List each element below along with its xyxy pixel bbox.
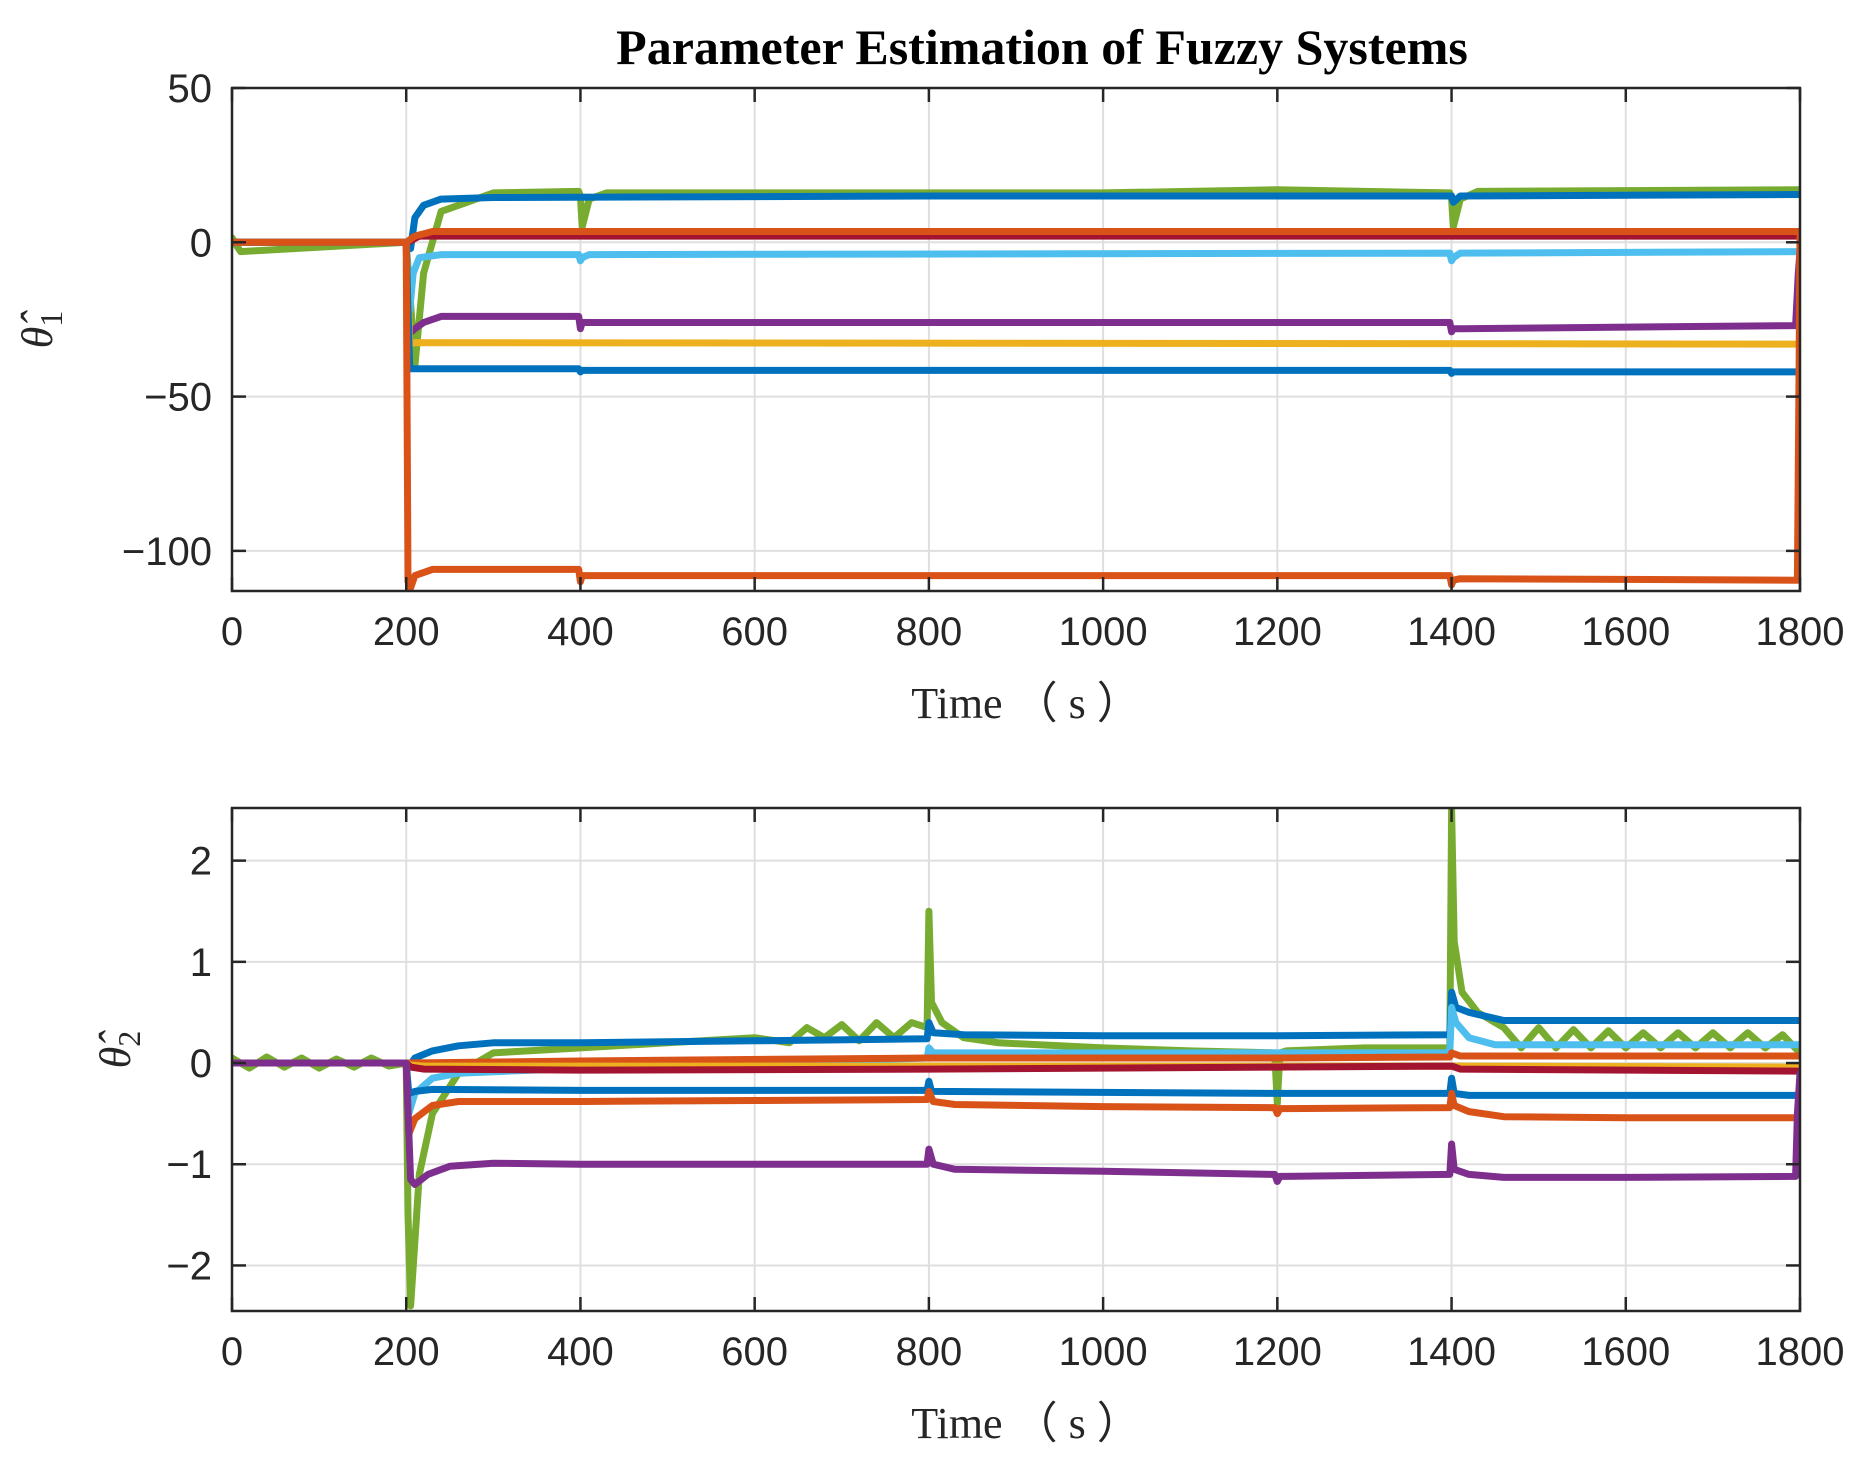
series-orange-low-line (232, 1059, 1800, 1138)
y-tick-label: 50 (168, 67, 213, 111)
x-tick-label: 800 (896, 1330, 963, 1374)
series-group (232, 186, 1800, 591)
series-orange-low-line (232, 229, 1800, 591)
y-tick-label: 0 (190, 1042, 212, 1086)
axes-frame (230, 806, 1802, 1313)
x-tick-label: 1200 (1233, 1330, 1322, 1374)
chart-title: Parameter Estimation of Fuzzy Systems (616, 19, 1468, 75)
x-tick-label: 1400 (1407, 1330, 1496, 1374)
x-tick-label: 1400 (1407, 610, 1496, 654)
x-axis-label: Time （ s ） (911, 1399, 1140, 1448)
y-tick-label: 2 (190, 840, 212, 884)
series-purple-line (232, 1059, 1800, 1188)
x-tick-label: 1000 (1059, 1330, 1148, 1374)
x-tick-label: 1200 (1233, 610, 1322, 654)
series-blue-top-line (232, 988, 1800, 1072)
x-tick-label: 0 (221, 610, 243, 654)
y-tick-label: 1 (190, 941, 212, 985)
x-tick-label: 400 (547, 1330, 614, 1374)
y-tick-label: −50 (144, 376, 212, 420)
x-axis-label: Time （ s ） (911, 679, 1140, 728)
series-orange-mid-line (232, 1049, 1800, 1067)
x-tick-label: 1800 (1756, 1330, 1845, 1374)
x-tick-label: 200 (373, 1330, 440, 1374)
x-tick-label: 1600 (1581, 1330, 1670, 1374)
x-tick-label: 400 (547, 610, 614, 654)
y-tick-label: 0 (190, 221, 212, 265)
y-tick-label: −100 (122, 530, 212, 574)
plot-theta1: 0 200 400 600 800 1000 1200 1400 1600 1800 50 0 −50 −… (13, 67, 1844, 728)
x-tick-label: 1800 (1756, 610, 1845, 654)
x-tick-label: 1600 (1581, 610, 1670, 654)
axes-frame (230, 86, 1802, 593)
x-tick-label: 0 (221, 1330, 243, 1374)
x-tick-label: 800 (896, 610, 963, 654)
y-tick-label: −1 (166, 1143, 212, 1187)
series-group (232, 808, 1800, 1310)
x-tick-label: 600 (721, 610, 788, 654)
series-blue-low-line (232, 1059, 1800, 1099)
x-tick-label: 600 (721, 1330, 788, 1374)
x-tick-label: 1000 (1059, 610, 1148, 654)
y-tick-label: −2 (166, 1244, 212, 1288)
x-tick-label: 200 (373, 610, 440, 654)
